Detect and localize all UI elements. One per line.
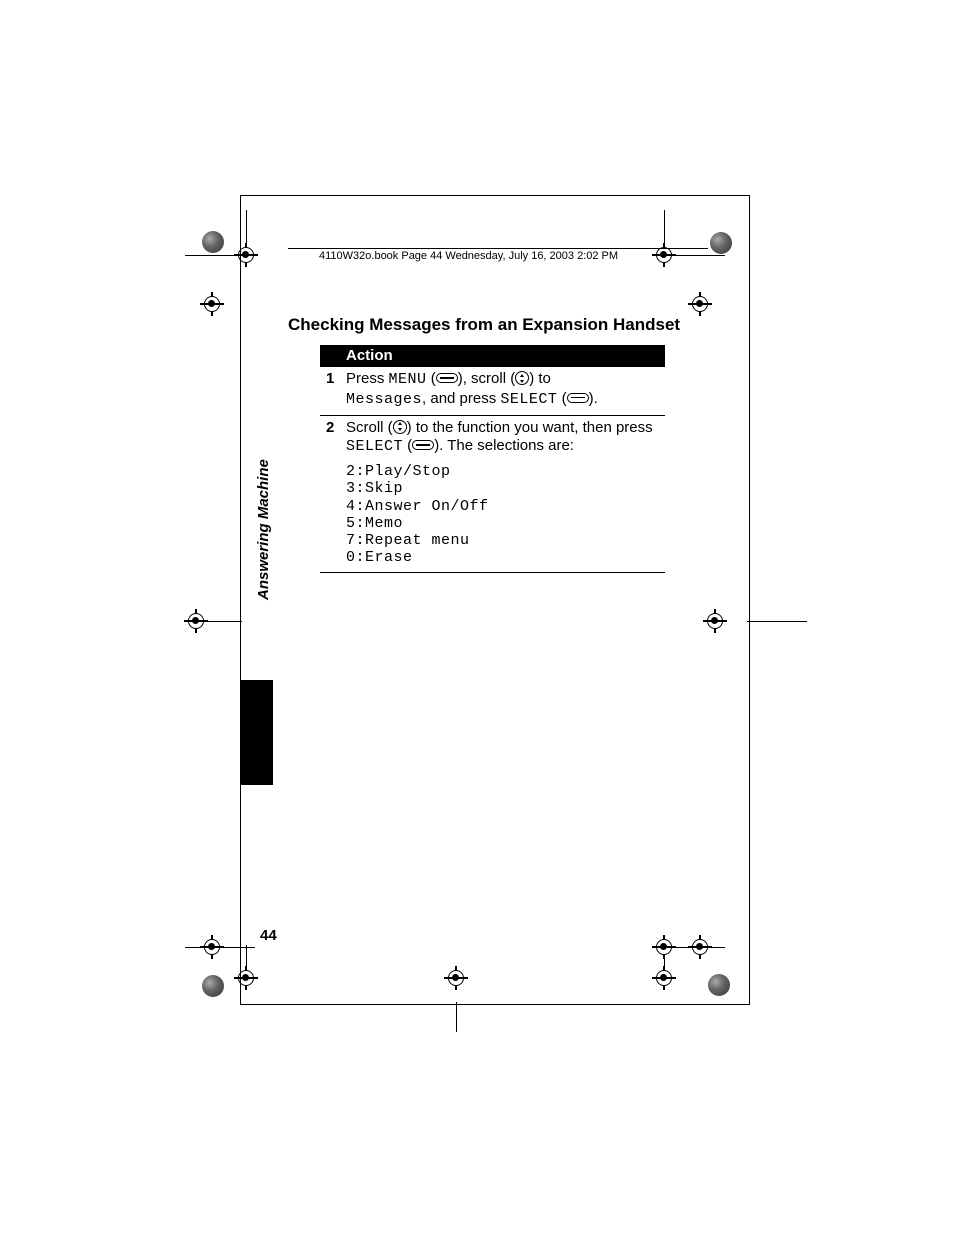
row-text: Press [346, 370, 389, 387]
side-section-label: Answering Machine [255, 459, 272, 600]
reg-globe-tl [202, 231, 224, 253]
row-text: ) to [529, 370, 551, 387]
section-title: Checking Messages from an Expansion Hand… [288, 315, 680, 335]
row-body: Scroll ( ) to the function you want, then… [346, 419, 659, 567]
menu-item: 2:Play/Stop [346, 463, 659, 480]
row-text: ( [403, 437, 412, 454]
menu-options: 2:Play/Stop 3:Skip 4:Answer On/Off 5:Mem… [346, 463, 659, 567]
action-table: Action 1 Press MENU ( ), scroll ( ) to Mes… [320, 345, 665, 573]
menu-item: 5:Memo [346, 515, 659, 532]
header-running-text: 4110W32o.book Page 44 Wednesday, July 16… [319, 250, 618, 262]
row-text: ). [589, 390, 598, 407]
menu-item: 3:Skip [346, 480, 659, 497]
lcd-text: MENU [389, 371, 427, 388]
row-text: , and press [422, 390, 500, 407]
frame-line-bot-mid-v [456, 1002, 457, 1032]
reg-globe-bl [202, 975, 224, 997]
table-row: 1 Press MENU ( ), scroll ( ) to Messages, … [320, 367, 665, 416]
row-text: ( [557, 390, 566, 407]
lcd-text: SELECT [346, 438, 403, 455]
lcd-text: SELECT [500, 391, 557, 408]
menu-item: 4:Answer On/Off [346, 498, 659, 515]
reg-cross-ml [184, 609, 208, 633]
reg-cross-tl2 [200, 292, 224, 316]
row-text: ). The selections are: [434, 437, 574, 454]
page-number: 44 [260, 927, 277, 944]
row-number: 2 [326, 419, 346, 567]
frame-line-mid-right-h [747, 621, 807, 622]
softkey-icon [436, 373, 458, 383]
scroll-icon [515, 371, 529, 385]
side-tab [240, 680, 273, 785]
lcd-text: Messages [346, 391, 422, 408]
row-text: ) to the function you want, then press [407, 419, 653, 436]
menu-item: 7:Repeat menu [346, 532, 659, 549]
softkey-icon [567, 393, 589, 403]
row-text: Scroll ( [346, 419, 393, 436]
row-number: 1 [326, 370, 346, 410]
softkey-icon [412, 440, 434, 450]
row-text: ( [427, 370, 436, 387]
scroll-icon [393, 420, 407, 434]
table-row: 2 Scroll ( ) to the function you want, th… [320, 416, 665, 573]
row-body: Press MENU ( ), scroll ( ) to Messages, an… [346, 370, 659, 410]
reg-cross-bl [200, 935, 224, 959]
action-table-header: Action [320, 345, 665, 367]
header-rule [288, 248, 708, 249]
row-text: ), scroll ( [458, 370, 516, 387]
menu-item: 0:Erase [346, 549, 659, 566]
